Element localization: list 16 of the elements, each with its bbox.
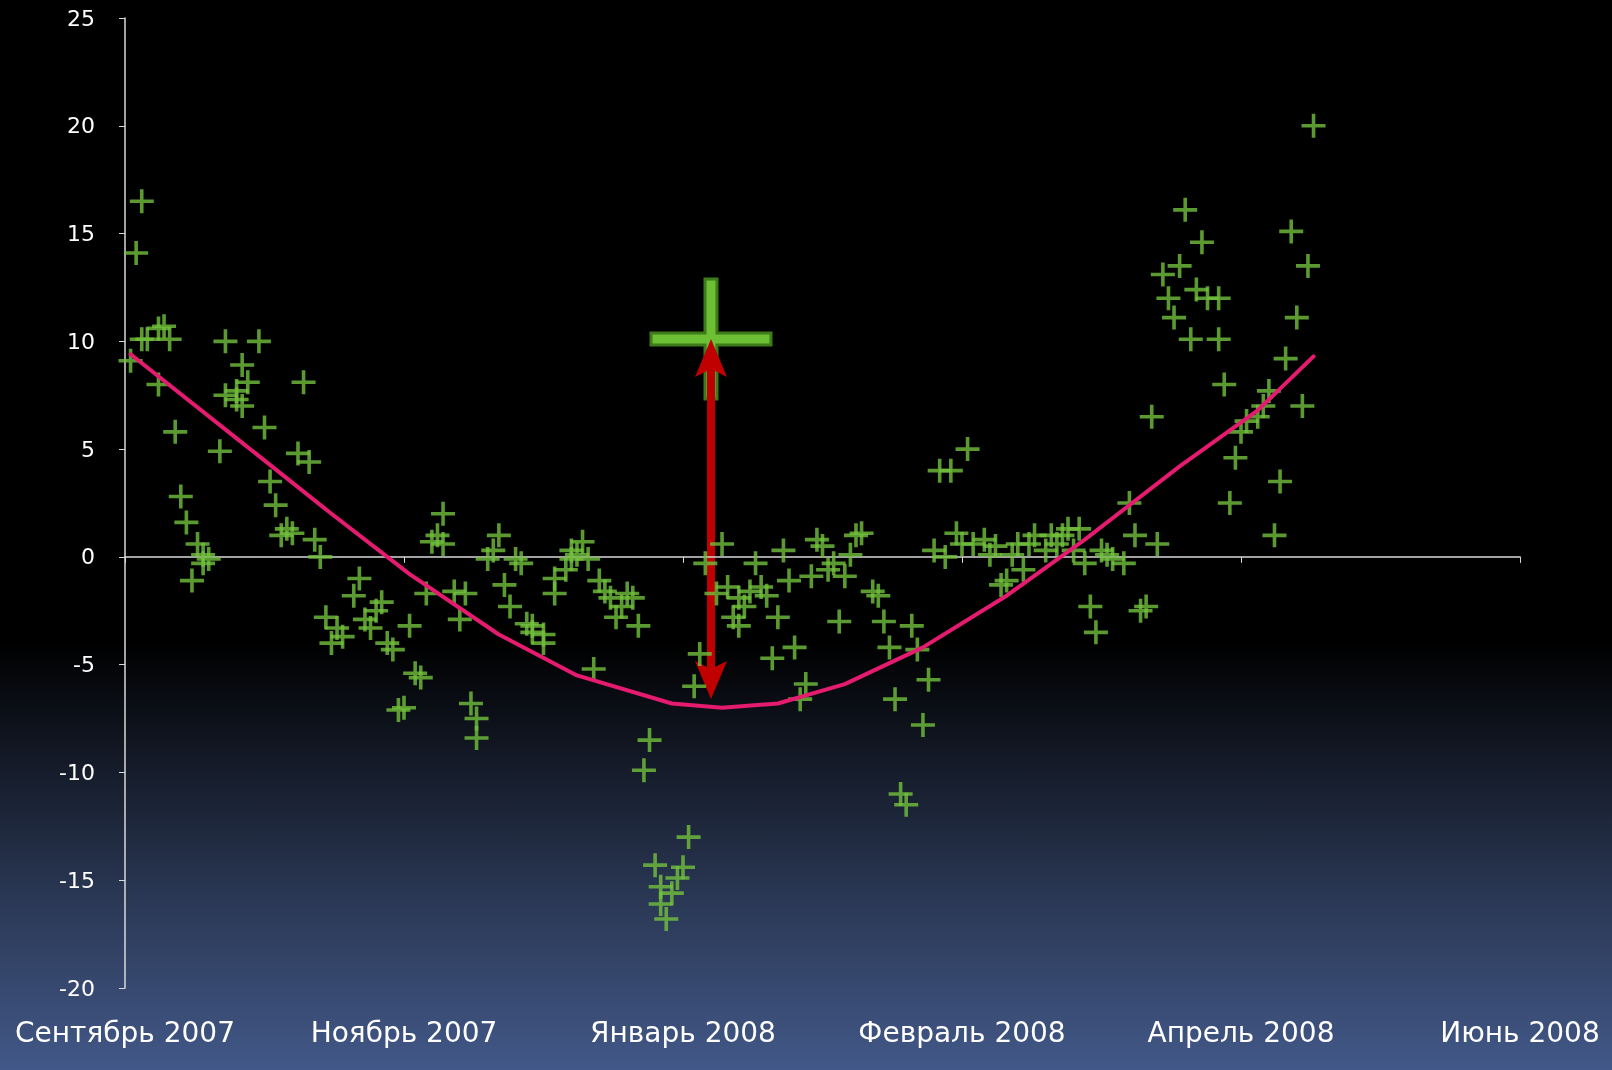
y-tick-label: -15	[59, 867, 95, 893]
y-tick-label: 20	[67, 113, 95, 139]
x-tick-label: Январь 2008	[590, 1015, 776, 1049]
y-tick-label: 15	[67, 221, 95, 247]
y-tick-label: -20	[59, 975, 95, 1001]
x-tick-label: Июнь 2008	[1440, 1015, 1600, 1049]
x-tick-label: Февраль 2008	[858, 1015, 1066, 1049]
y-tick-label: 0	[81, 544, 95, 570]
y-tick-label: 25	[67, 5, 95, 31]
x-tick-label: Апрель 2008	[1147, 1015, 1335, 1049]
x-tick-label: Сентябрь 2007	[15, 1015, 235, 1049]
y-tick-label: 10	[67, 328, 95, 354]
y-tick-label: -10	[59, 759, 95, 785]
y-tick-label: -5	[73, 652, 95, 678]
y-tick-label: 5	[81, 436, 95, 462]
x-tick-label: Ноябрь 2007	[310, 1015, 498, 1049]
